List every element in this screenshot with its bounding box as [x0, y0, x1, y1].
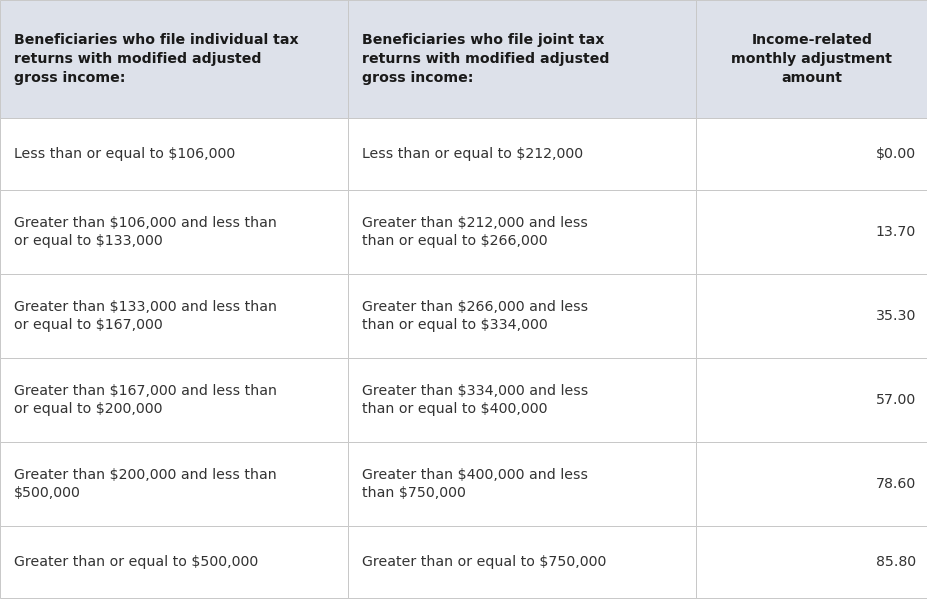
Text: Income-related
monthly adjustment
amount: Income-related monthly adjustment amount — [730, 33, 892, 85]
Text: Greater than $266,000 and less
than or equal to $334,000: Greater than $266,000 and less than or e… — [362, 300, 588, 332]
Bar — [0, 442, 348, 526]
Text: Greater than or equal to $750,000: Greater than or equal to $750,000 — [362, 555, 605, 569]
Text: Greater than $334,000 and less
than or equal to $400,000: Greater than $334,000 and less than or e… — [362, 384, 588, 417]
Bar — [348, 274, 695, 358]
Bar — [695, 274, 927, 358]
Text: Greater than $212,000 and less
than or equal to $266,000: Greater than $212,000 and less than or e… — [362, 216, 587, 248]
Text: $0.00: $0.00 — [875, 147, 915, 161]
Text: Beneficiaries who file individual tax
returns with modified adjusted
gross incom: Beneficiaries who file individual tax re… — [14, 33, 298, 85]
Text: 13.70: 13.70 — [875, 225, 915, 239]
Bar — [348, 526, 695, 598]
Text: Greater than $167,000 and less than
or equal to $200,000: Greater than $167,000 and less than or e… — [14, 384, 276, 417]
Bar — [348, 190, 695, 274]
Bar — [0, 118, 348, 190]
Bar — [348, 442, 695, 526]
Text: 85.80: 85.80 — [875, 555, 915, 569]
Text: Greater than or equal to $500,000: Greater than or equal to $500,000 — [14, 555, 258, 569]
Bar — [348, 0, 695, 118]
Bar — [0, 190, 348, 274]
Bar — [695, 442, 927, 526]
Text: Less than or equal to $212,000: Less than or equal to $212,000 — [362, 147, 582, 161]
Bar — [0, 0, 348, 118]
Text: Less than or equal to $106,000: Less than or equal to $106,000 — [14, 147, 235, 161]
Bar — [695, 118, 927, 190]
Text: Beneficiaries who file joint tax
returns with modified adjusted
gross income:: Beneficiaries who file joint tax returns… — [362, 33, 609, 85]
Bar — [695, 0, 927, 118]
Bar — [695, 358, 927, 442]
Bar — [0, 274, 348, 358]
Bar — [348, 118, 695, 190]
Bar — [0, 358, 348, 442]
Text: 35.30: 35.30 — [875, 309, 915, 323]
Text: 78.60: 78.60 — [875, 477, 915, 491]
Text: Greater than $400,000 and less
than $750,000: Greater than $400,000 and less than $750… — [362, 467, 588, 501]
Text: Greater than $200,000 and less than
$500,000: Greater than $200,000 and less than $500… — [14, 467, 276, 501]
Text: 57.00: 57.00 — [875, 393, 915, 407]
Text: Greater than $106,000 and less than
or equal to $133,000: Greater than $106,000 and less than or e… — [14, 216, 276, 248]
Text: Greater than $133,000 and less than
or equal to $167,000: Greater than $133,000 and less than or e… — [14, 300, 276, 332]
Bar — [348, 358, 695, 442]
Bar — [695, 526, 927, 598]
Bar — [0, 526, 348, 598]
Bar — [695, 190, 927, 274]
